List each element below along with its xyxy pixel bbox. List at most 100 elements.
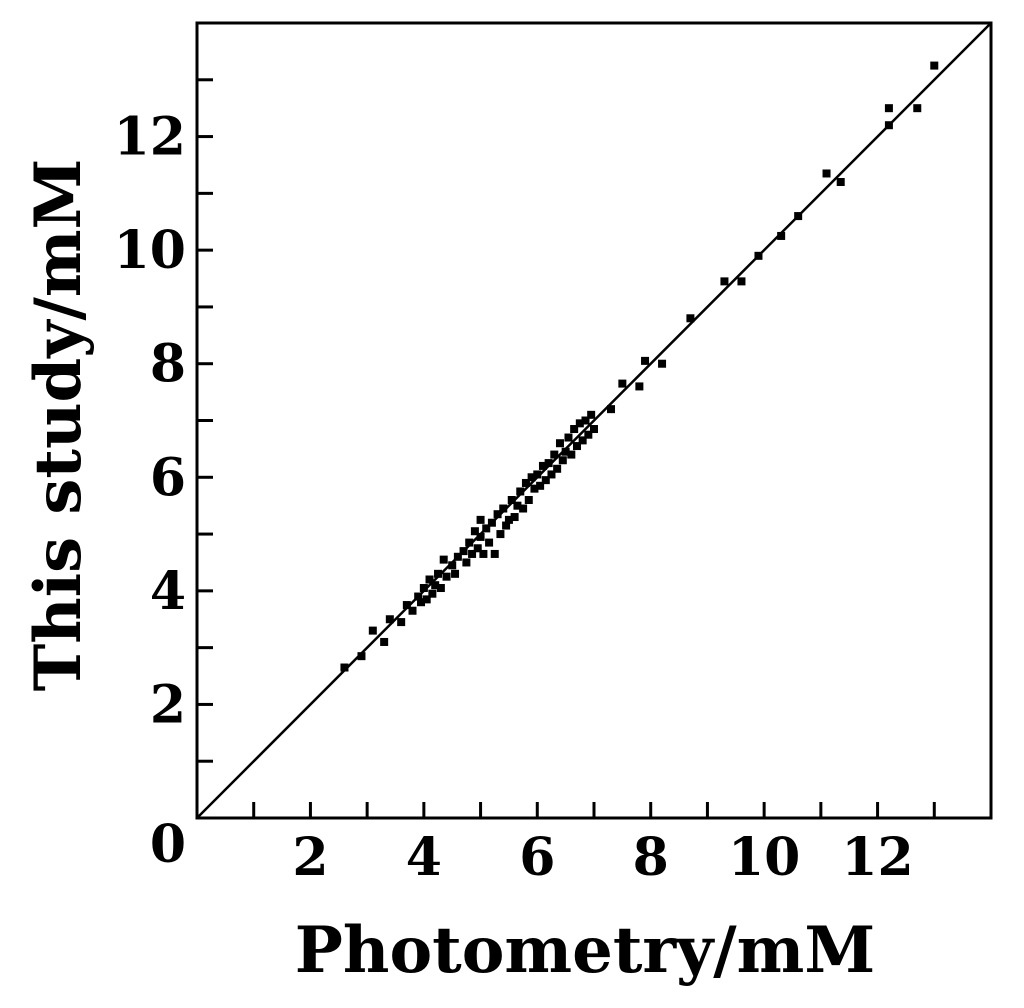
data-point	[930, 61, 939, 70]
data-point	[442, 572, 451, 581]
y-tick-label: 6	[150, 447, 186, 508]
data-point	[519, 504, 528, 513]
data-point	[555, 439, 564, 448]
data-point	[493, 510, 502, 519]
data-point	[448, 561, 457, 570]
data-point	[618, 379, 627, 388]
data-point	[340, 663, 349, 672]
data-point	[417, 598, 426, 607]
data-point	[436, 584, 445, 593]
y-axis-label: This study/mM	[21, 159, 96, 692]
data-point	[408, 606, 417, 615]
data-point	[564, 433, 573, 442]
data-point	[524, 496, 533, 504]
data-point	[533, 470, 542, 479]
data-point	[453, 552, 462, 561]
fit-line	[196, 22, 992, 819]
data-point	[428, 589, 437, 598]
data-point	[635, 382, 644, 391]
data-point	[482, 524, 491, 533]
data-point	[422, 595, 431, 604]
x-axis-label: Photometry/mM	[295, 913, 875, 988]
y-tick-label: 2	[150, 674, 186, 735]
data-point	[451, 569, 460, 578]
data-point	[459, 547, 468, 556]
data-point	[507, 496, 516, 504]
x-tick-label: 6	[519, 827, 555, 888]
data-point	[476, 532, 485, 541]
data-point	[402, 601, 411, 610]
data-point	[575, 419, 584, 428]
x-tick-label: 10	[728, 827, 800, 888]
data-point	[368, 626, 377, 635]
data-point	[550, 450, 559, 459]
data-point	[490, 549, 499, 558]
data-point	[547, 470, 556, 479]
data-point	[794, 212, 803, 221]
data-point	[357, 652, 366, 661]
data-point	[479, 549, 488, 558]
data-point	[590, 425, 598, 434]
origin-label: 0	[150, 814, 186, 875]
data-point	[754, 251, 763, 260]
data-point	[434, 569, 443, 578]
data-points	[340, 61, 939, 672]
data-point	[502, 521, 511, 530]
data-point	[884, 121, 893, 130]
data-point	[425, 575, 434, 584]
data-point	[658, 359, 667, 368]
data-point	[397, 618, 406, 627]
data-point	[499, 504, 508, 513]
y-tick-label: 10	[114, 220, 186, 281]
data-point	[496, 530, 505, 539]
data-point	[572, 442, 581, 451]
data-point	[737, 277, 746, 286]
data-point	[504, 515, 513, 524]
data-point	[487, 518, 496, 527]
data-point	[521, 478, 530, 487]
data-point	[536, 481, 545, 490]
y-tick-label: 8	[150, 334, 186, 395]
data-point	[584, 430, 593, 439]
data-point	[527, 473, 536, 482]
y-axis-ticks	[197, 78, 213, 763]
data-point	[686, 314, 695, 323]
x-tick-label: 12	[841, 827, 913, 888]
data-point	[470, 527, 479, 536]
data-point	[581, 416, 590, 425]
x-tick-label: 2	[292, 827, 328, 888]
data-point	[544, 459, 553, 468]
data-point	[530, 484, 539, 493]
x-tick-label: 4	[406, 827, 442, 888]
data-point	[485, 538, 494, 547]
data-point	[570, 425, 579, 434]
data-point	[561, 447, 570, 456]
data-point	[465, 538, 474, 547]
data-point	[510, 513, 519, 522]
data-point	[380, 637, 389, 646]
data-point	[558, 456, 567, 465]
data-point	[822, 169, 831, 178]
data-point	[777, 231, 786, 240]
data-point	[473, 544, 482, 553]
y-tick-label: 4	[150, 561, 186, 622]
data-point	[414, 592, 423, 601]
data-point	[439, 555, 448, 564]
data-point	[385, 615, 394, 624]
data-point	[538, 461, 547, 470]
data-point	[913, 104, 922, 113]
data-point	[419, 584, 428, 593]
data-point	[641, 356, 650, 365]
data-point	[836, 178, 845, 186]
data-point	[513, 501, 522, 510]
data-point	[516, 487, 525, 496]
data-point	[462, 558, 471, 567]
tick-labels: 2 4 6 8 10 12 2 4 6 8 10 12	[114, 107, 914, 888]
y-tick-label: 12	[114, 107, 186, 168]
x-axis-ticks	[252, 802, 936, 818]
data-point	[578, 436, 587, 445]
data-point	[720, 277, 729, 286]
data-point	[884, 104, 893, 113]
data-point	[468, 549, 477, 558]
